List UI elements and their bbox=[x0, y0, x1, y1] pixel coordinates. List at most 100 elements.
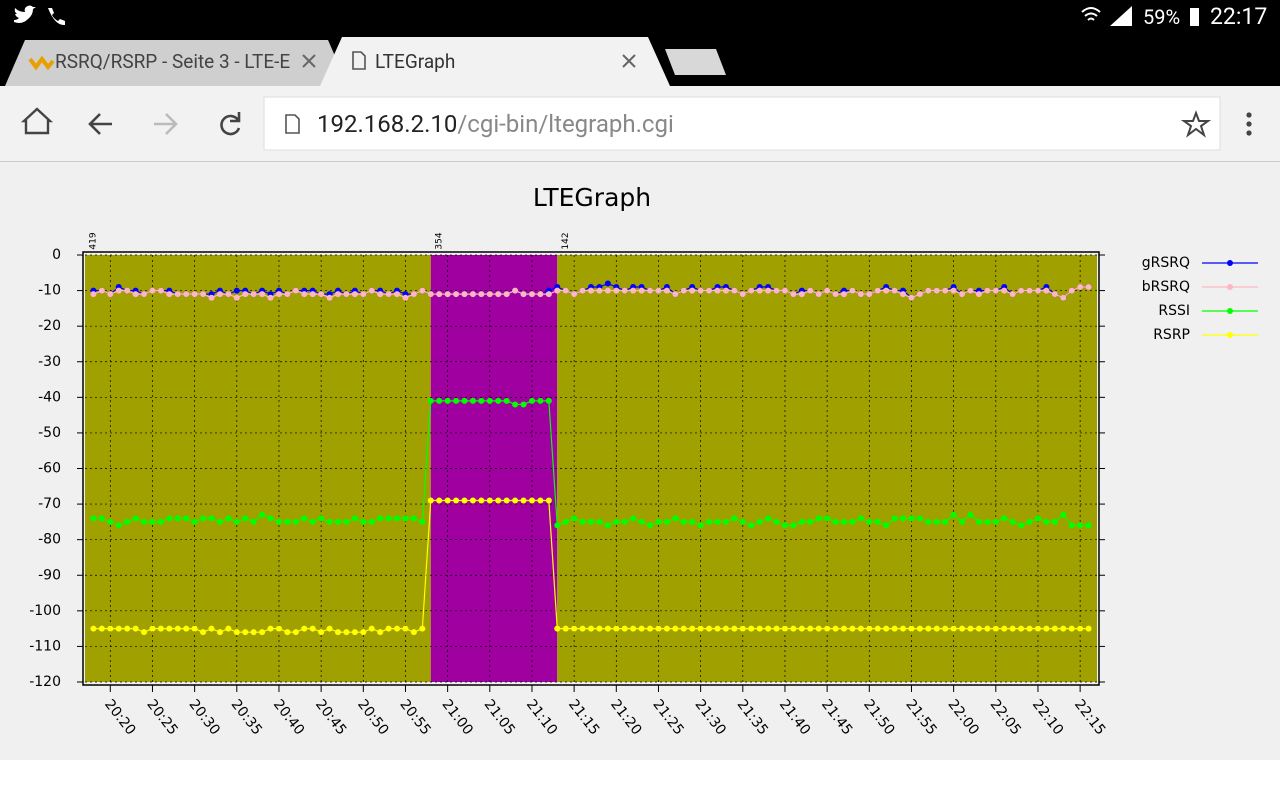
data-point bbox=[588, 625, 594, 632]
x-tick-label: 21:35 bbox=[734, 697, 771, 739]
close-tab-icons[interactable] bbox=[302, 54, 636, 68]
data-point bbox=[326, 518, 333, 525]
data-point bbox=[242, 629, 249, 636]
tab-shapes bbox=[5, 37, 726, 86]
data-point bbox=[571, 515, 578, 522]
data-point bbox=[942, 625, 949, 632]
data-point bbox=[655, 287, 662, 294]
page-info-icon[interactable] bbox=[285, 114, 300, 134]
data-point bbox=[874, 518, 881, 525]
tab-title[interactable]: RSRQ/RSRP - Seite 3 - LTE-E bbox=[55, 50, 291, 73]
data-point bbox=[318, 515, 325, 522]
data-point bbox=[343, 291, 350, 298]
data-point bbox=[706, 518, 713, 525]
data-point bbox=[731, 515, 738, 522]
data-point bbox=[410, 629, 417, 636]
data-point bbox=[916, 515, 923, 522]
data-point bbox=[1034, 515, 1041, 522]
data-point bbox=[942, 518, 949, 525]
data-point bbox=[731, 287, 738, 294]
data-point bbox=[174, 515, 181, 522]
data-point bbox=[200, 629, 207, 636]
legend-marker bbox=[1227, 308, 1233, 314]
data-point bbox=[832, 291, 839, 298]
data-point bbox=[950, 625, 957, 632]
menu-button[interactable] bbox=[1246, 112, 1252, 118]
data-point bbox=[444, 397, 451, 404]
data-point bbox=[655, 625, 662, 632]
data-point bbox=[975, 291, 982, 298]
x-tick-label: 22:00 bbox=[944, 697, 981, 739]
tab-title[interactable]: LTEGraph bbox=[375, 50, 456, 73]
data-point bbox=[149, 625, 156, 632]
x-tick-label: 20:30 bbox=[185, 697, 222, 739]
data-point bbox=[402, 625, 409, 632]
url[interactable]: 192.168.2.10/cgi-bin/ltegraph.cgi bbox=[317, 110, 674, 138]
data-point bbox=[1060, 511, 1067, 518]
back-button[interactable] bbox=[88, 113, 112, 135]
data-point bbox=[1051, 291, 1058, 298]
data-point bbox=[596, 287, 603, 294]
data-point bbox=[925, 287, 932, 294]
data-point bbox=[798, 291, 805, 298]
data-point bbox=[90, 625, 97, 632]
x-tick-label: 21:55 bbox=[902, 697, 939, 739]
chart-title: LTEGraph bbox=[533, 183, 651, 212]
region-label: 142 bbox=[561, 232, 571, 249]
data-point bbox=[1085, 625, 1092, 632]
data-point bbox=[807, 518, 814, 525]
data-point bbox=[292, 629, 299, 636]
data-point bbox=[368, 518, 375, 525]
url-box[interactable] bbox=[263, 96, 1221, 151]
x-tick-label: 22:10 bbox=[1029, 697, 1066, 739]
legend-marker bbox=[1227, 332, 1233, 338]
data-point bbox=[486, 497, 493, 504]
y-tick-label: -80 bbox=[38, 532, 61, 548]
battery-icon bbox=[1190, 8, 1199, 26]
home-button[interactable] bbox=[20, 107, 54, 135]
data-point bbox=[141, 518, 148, 525]
x-tick-label: 21:50 bbox=[860, 697, 897, 739]
data-point bbox=[1085, 522, 1092, 529]
data-point bbox=[385, 291, 392, 298]
data-point bbox=[326, 625, 333, 632]
data-point bbox=[798, 518, 805, 525]
status-icons bbox=[14, 5, 1199, 26]
data-point bbox=[1009, 625, 1016, 632]
data-point bbox=[638, 625, 645, 632]
forward-button[interactable] bbox=[154, 113, 178, 135]
data-point bbox=[841, 518, 847, 525]
data-point bbox=[318, 291, 325, 298]
menu-button[interactable] bbox=[1246, 130, 1252, 136]
data-point bbox=[832, 625, 839, 632]
data-point bbox=[461, 497, 468, 504]
data-point bbox=[1009, 291, 1016, 298]
data-point bbox=[410, 515, 417, 522]
data-point bbox=[461, 397, 468, 404]
data-point bbox=[343, 629, 350, 636]
data-point bbox=[781, 287, 788, 294]
reload-button[interactable] bbox=[220, 112, 241, 136]
data-point bbox=[115, 522, 122, 529]
menu-button[interactable] bbox=[1246, 121, 1252, 127]
data-point bbox=[124, 518, 131, 525]
data-point bbox=[900, 625, 907, 632]
data-point bbox=[309, 518, 316, 525]
data-point bbox=[655, 518, 662, 525]
data-point bbox=[1060, 294, 1067, 301]
data-point bbox=[377, 515, 384, 522]
data-point bbox=[1034, 287, 1041, 294]
data-point bbox=[596, 518, 603, 525]
data-point bbox=[107, 625, 114, 632]
tab-background[interactable] bbox=[5, 40, 348, 86]
data-point bbox=[478, 291, 485, 298]
bookmark-star[interactable] bbox=[1180, 110, 1212, 138]
data-point bbox=[824, 287, 831, 294]
data-point bbox=[191, 625, 198, 632]
legend-label: bRSRQ bbox=[1142, 279, 1190, 295]
data-point bbox=[680, 625, 687, 632]
active-tab-background[interactable] bbox=[320, 37, 670, 86]
legend-label: RSSI bbox=[1158, 303, 1190, 319]
data-point bbox=[891, 515, 898, 522]
new-tab-button[interactable] bbox=[665, 49, 726, 75]
